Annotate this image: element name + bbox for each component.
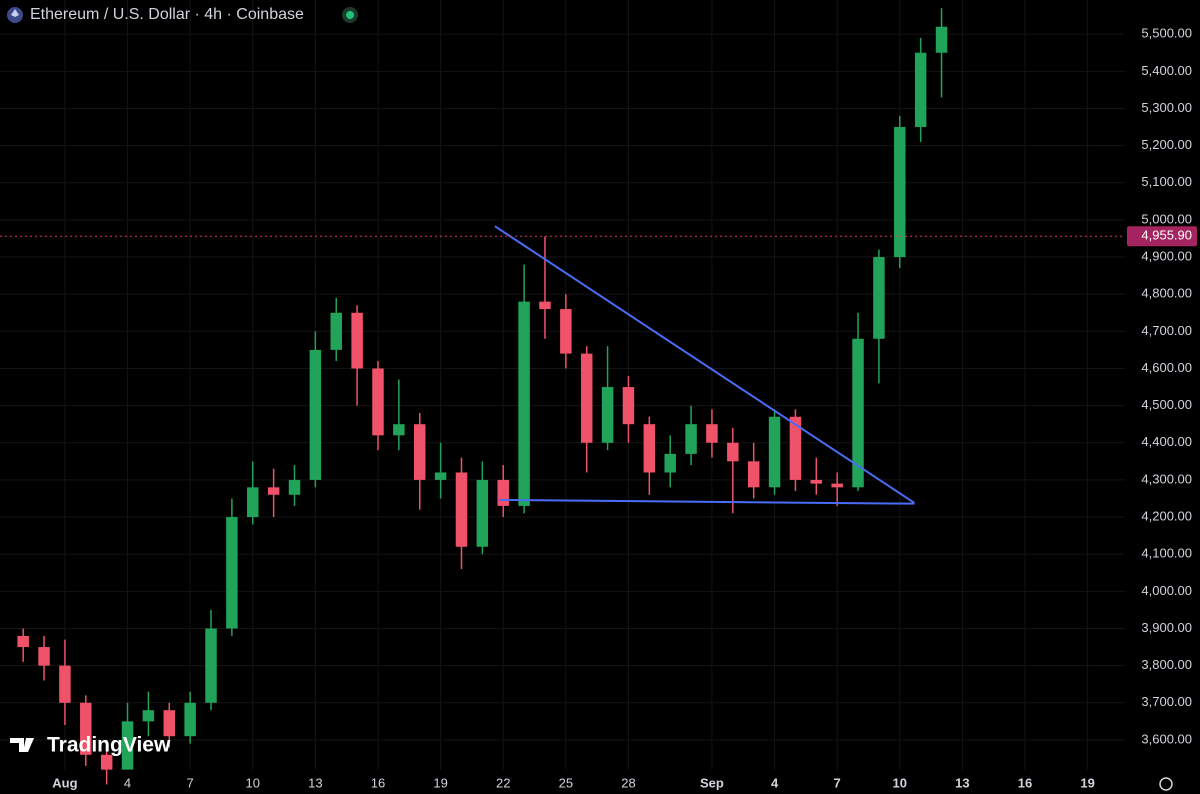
- x-tick-label: 7: [834, 775, 841, 790]
- candle-body: [497, 479, 509, 506]
- candle-body: [768, 416, 781, 488]
- candle-body: [38, 647, 50, 666]
- candle-body: [476, 479, 489, 547]
- y-tick-label: 4,100.00: [1141, 546, 1192, 561]
- price-label: 4,955.90: [1141, 228, 1192, 243]
- candle-body: [288, 479, 301, 495]
- candle-body: [267, 487, 280, 495]
- candle-body: [142, 710, 155, 722]
- x-tick-label: 10: [893, 775, 907, 790]
- x-tick-label: 16: [371, 775, 385, 790]
- y-tick-label: 4,900.00: [1141, 248, 1192, 263]
- candle-body: [539, 301, 551, 310]
- y-tick-label: 4,500.00: [1141, 397, 1192, 412]
- candle-body: [100, 754, 113, 770]
- candle-body: [810, 479, 823, 484]
- candle-body: [121, 721, 134, 770]
- y-tick-label: 4,600.00: [1141, 360, 1192, 375]
- candle-body: [309, 349, 322, 480]
- y-tick-label: 3,700.00: [1141, 694, 1192, 709]
- x-tick-label: 25: [559, 775, 573, 790]
- y-tick-label: 3,600.00: [1141, 731, 1192, 746]
- y-tick-label: 4,800.00: [1141, 286, 1192, 301]
- x-tick-label: 19: [1080, 775, 1094, 790]
- x-tick-label: Sep: [700, 775, 724, 790]
- candle-body: [372, 368, 384, 436]
- y-tick-label: 3,900.00: [1141, 620, 1192, 635]
- x-tick-label: 4: [124, 775, 131, 790]
- settings-button[interactable]: [1159, 777, 1173, 791]
- candle-body: [727, 442, 739, 462]
- candle-body: [622, 387, 635, 425]
- candle-body: [434, 472, 447, 480]
- x-tick-label: 28: [621, 775, 635, 790]
- y-tick-label: 5,200.00: [1141, 137, 1192, 152]
- trendline: [499, 498, 915, 505]
- eth-glyph: [11, 9, 19, 17]
- candle-body: [914, 52, 927, 128]
- candle-body: [17, 635, 29, 648]
- candle-body: [163, 710, 176, 737]
- status-dot: [346, 11, 354, 19]
- x-tick-label: 13: [308, 775, 322, 790]
- candle-body: [184, 702, 196, 737]
- candle-body: [935, 26, 948, 53]
- x-tick-label: Aug: [52, 775, 77, 790]
- candle-body: [831, 483, 843, 488]
- candle-body: [560, 309, 572, 354]
- candle-body: [852, 338, 864, 488]
- x-tick-label: 4: [771, 775, 779, 790]
- candle-body: [643, 424, 656, 473]
- y-tick-label: 3,800.00: [1141, 657, 1192, 672]
- candle-body: [80, 702, 92, 755]
- candle-body: [685, 424, 697, 454]
- candle-body: [330, 312, 342, 350]
- candle-body: [664, 453, 676, 473]
- candle-body: [580, 353, 593, 443]
- x-tick-label: 13: [955, 775, 969, 790]
- candle-body: [789, 416, 802, 480]
- candle-body: [205, 628, 217, 703]
- marks: [0, 8, 1125, 785]
- y-tick-label: 5,400.00: [1141, 63, 1192, 78]
- candle-body: [455, 472, 468, 547]
- candle-body: [894, 127, 906, 258]
- x-tick-label: 22: [496, 775, 510, 790]
- x-tick-label: 16: [1018, 775, 1032, 790]
- candle-body: [873, 257, 885, 339]
- chart-title: Ethereum / U.S. Dollar · 4h · Coinbase: [30, 6, 304, 23]
- x-tick-label: 19: [433, 775, 447, 790]
- y-tick-label: 4,300.00: [1141, 471, 1192, 486]
- y-tick-label: 4,400.00: [1141, 434, 1192, 449]
- y-tick-label: 4,700.00: [1141, 323, 1192, 338]
- x-tick-label: 7: [187, 775, 194, 790]
- y-tick-label: 5,500.00: [1141, 26, 1192, 41]
- candle-body: [247, 487, 259, 518]
- trendline: [494, 225, 915, 504]
- y-tick-label: 5,100.00: [1141, 174, 1192, 189]
- candle-body: [601, 387, 614, 443]
- candle-body: [59, 665, 71, 703]
- logo: TradingView: [47, 734, 171, 757]
- logo-icon: [10, 738, 34, 752]
- candle-body: [518, 301, 530, 506]
- candle-body: [413, 424, 426, 480]
- candle-body: [226, 517, 238, 629]
- candle-body: [747, 461, 760, 488]
- x-tick-label: 10: [246, 775, 260, 790]
- candle-body: [706, 424, 718, 443]
- candle-body: [393, 424, 405, 436]
- y-tick-label: 4,200.00: [1141, 508, 1192, 523]
- y-tick-label: 5,300.00: [1141, 100, 1192, 115]
- y-tick-label: 4,000.00: [1141, 583, 1192, 598]
- candle-body: [351, 312, 363, 369]
- y-tick-label: 5,000.00: [1141, 211, 1192, 226]
- price-label-bg: [1127, 226, 1197, 247]
